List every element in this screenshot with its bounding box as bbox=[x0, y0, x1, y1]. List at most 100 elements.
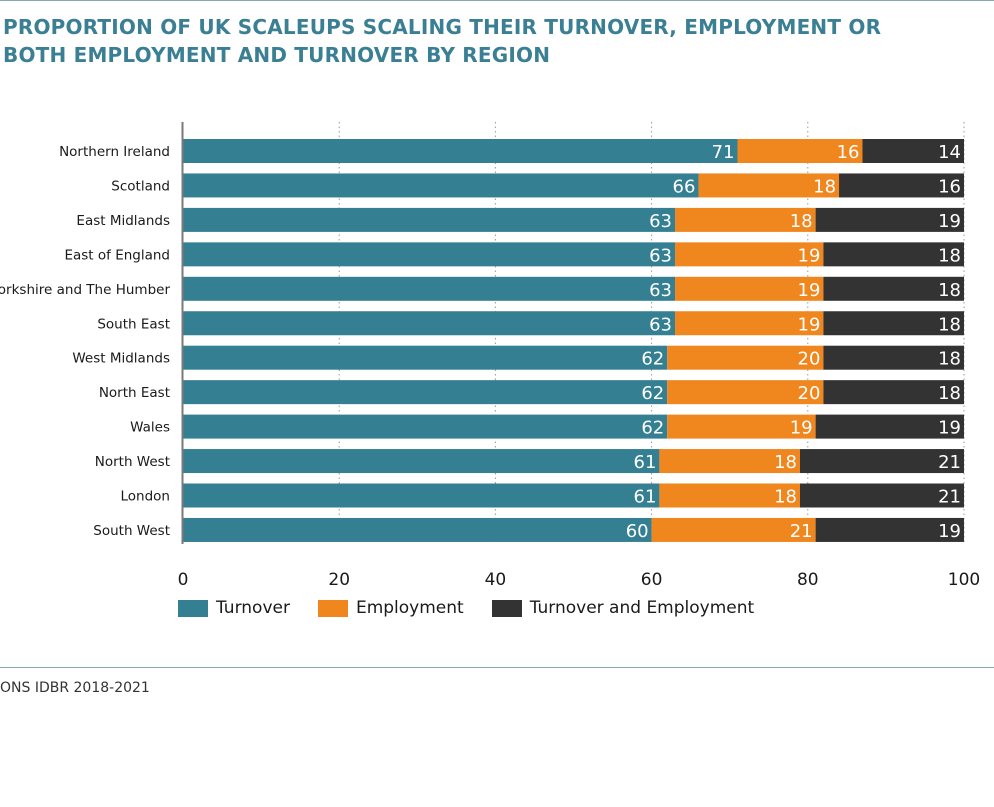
x-tick-label-80: 80 bbox=[797, 570, 819, 590]
category-label-west-midlands: West Midlands bbox=[72, 351, 170, 367]
data-label-employment-northern-ireland: 16 bbox=[837, 142, 860, 163]
chart-title: PROPORTION OF UK SCALEUPS SCALING THEIR … bbox=[3, 13, 983, 69]
data-label-employment-east-of-england: 19 bbox=[798, 245, 821, 266]
bar-turnover-and-employment-north-west bbox=[799, 449, 964, 474]
data-label-turnover-and-employment-wales: 19 bbox=[938, 418, 961, 439]
x-tick-label-40: 40 bbox=[485, 570, 507, 590]
x-tick-label-60: 60 bbox=[641, 570, 663, 590]
legend-swatch-employment bbox=[317, 599, 348, 617]
top-rule bbox=[0, 0, 994, 1]
category-label-yorkshire-and-the-humber: Yorkshire and The Humber bbox=[0, 282, 170, 298]
bar-turnover-and-employment-west-midlands bbox=[823, 345, 964, 370]
bar-employment-yorkshire-and-the-humber bbox=[675, 276, 824, 301]
category-label-london: London bbox=[121, 489, 171, 505]
category-label-north-west: North West bbox=[95, 454, 170, 470]
x-tick-label-20: 20 bbox=[328, 570, 350, 590]
category-label-east-midlands: East Midlands bbox=[76, 213, 170, 229]
bar-turnover-south-west bbox=[183, 517, 652, 542]
bar-turnover-and-employment-northern-ireland bbox=[862, 139, 964, 163]
bar-turnover-east-of-england bbox=[183, 242, 676, 267]
data-label-employment-london: 18 bbox=[774, 487, 797, 508]
bar-turnover-yorkshire-and-the-humber bbox=[183, 276, 676, 301]
bar-turnover-london bbox=[183, 483, 660, 508]
data-label-turnover-and-employment-west-midlands: 18 bbox=[938, 349, 961, 370]
source-note: ONS IDBR 2018-2021 bbox=[0, 680, 150, 696]
bar-turnover-east-midlands bbox=[183, 207, 676, 232]
bar-employment-north-east bbox=[667, 380, 824, 405]
data-label-employment-east-midlands: 18 bbox=[790, 211, 813, 232]
bar-turnover-northern-ireland bbox=[183, 139, 738, 163]
legend-item-turnover-and-employment: Turnover and Employment bbox=[491, 598, 755, 618]
bar-turnover-and-employment-scotland bbox=[839, 173, 964, 198]
data-label-turnover-wales: 62 bbox=[641, 418, 664, 439]
data-label-employment-south-west: 21 bbox=[790, 521, 813, 542]
bar-turnover-west-midlands bbox=[183, 345, 668, 370]
data-label-turnover-and-employment-north-east: 18 bbox=[938, 383, 961, 404]
data-label-employment-south-east: 19 bbox=[798, 314, 821, 335]
bar-turnover-south-east bbox=[183, 311, 676, 336]
legend-label-turnover: Turnover bbox=[216, 598, 290, 618]
data-label-employment-north-east: 20 bbox=[798, 383, 821, 404]
bar-turnover-and-employment-wales bbox=[815, 414, 964, 439]
chart-legend: Turnover Employment Turnover and Employm… bbox=[178, 596, 782, 620]
bottom-rule bbox=[0, 667, 994, 668]
data-label-employment-yorkshire-and-the-humber: 19 bbox=[798, 280, 821, 301]
bar-employment-north-west bbox=[659, 449, 800, 474]
legend-item-employment: Employment bbox=[317, 598, 464, 618]
data-label-employment-scotland: 18 bbox=[813, 176, 836, 197]
category-label-east-of-england: East of England bbox=[64, 247, 170, 263]
legend-label-employment: Employment bbox=[355, 598, 464, 618]
x-tick-label-100: 100 bbox=[948, 570, 980, 590]
bar-turnover-and-employment-east-of-england bbox=[823, 242, 964, 267]
category-label-south-west: South West bbox=[93, 523, 170, 539]
category-label-wales: Wales bbox=[130, 420, 170, 436]
bar-turnover-scotland bbox=[183, 173, 699, 198]
data-label-turnover-and-employment-south-east: 18 bbox=[938, 314, 961, 335]
category-label-northern-ireland: Northern Ireland bbox=[59, 144, 170, 160]
bar-turnover-and-employment-east-midlands bbox=[815, 207, 964, 232]
data-label-turnover-and-employment-east-midlands: 19 bbox=[938, 211, 961, 232]
legend-label-turnover-and-employment: Turnover and Employment bbox=[529, 598, 755, 618]
bar-turnover-and-employment-south-east bbox=[823, 311, 964, 336]
data-label-turnover-scotland: 66 bbox=[673, 176, 696, 197]
bar-turnover-and-employment-london bbox=[799, 483, 964, 508]
data-label-turnover-yorkshire-and-the-humber: 63 bbox=[649, 280, 672, 301]
bar-employment-east-midlands bbox=[675, 207, 816, 232]
legend-swatch-turnover bbox=[178, 599, 208, 617]
category-label-south-east: South East bbox=[97, 316, 170, 332]
data-label-employment-north-west: 18 bbox=[774, 452, 797, 473]
data-label-turnover-south-east: 63 bbox=[649, 314, 672, 335]
data-label-turnover-and-employment-london: 21 bbox=[938, 487, 961, 508]
bar-turnover-north-west bbox=[183, 449, 660, 474]
bar-employment-scotland bbox=[698, 173, 840, 198]
bar-employment-northern-ireland bbox=[737, 139, 863, 163]
bar-employment-wales bbox=[667, 414, 816, 439]
data-label-turnover-and-employment-north-west: 21 bbox=[938, 452, 961, 473]
data-label-turnover-east-of-england: 63 bbox=[649, 245, 672, 266]
data-label-turnover-london: 61 bbox=[634, 487, 657, 508]
data-label-turnover-and-employment-yorkshire-and-the-humber: 18 bbox=[938, 280, 961, 301]
chart-title-line-2: BOTH EMPLOYMENT AND TURNOVER BY REGION bbox=[3, 43, 551, 67]
bar-employment-south-west bbox=[651, 517, 816, 542]
bar-turnover-wales bbox=[183, 414, 668, 439]
data-label-turnover-northern-ireland: 71 bbox=[712, 142, 735, 163]
legend-swatch-turnover-and-employment bbox=[491, 599, 522, 617]
bar-employment-west-midlands bbox=[667, 345, 824, 370]
bar-employment-east-of-england bbox=[675, 242, 824, 267]
data-label-turnover-and-employment-south-west: 19 bbox=[938, 521, 961, 542]
category-label-scotland: Scotland bbox=[111, 178, 170, 194]
data-label-turnover-east-midlands: 63 bbox=[649, 211, 672, 232]
data-label-turnover-south-west: 60 bbox=[626, 521, 649, 542]
data-label-turnover-and-employment-northern-ireland: 14 bbox=[938, 142, 961, 163]
bar-turnover-and-employment-yorkshire-and-the-humber bbox=[823, 276, 964, 301]
data-label-turnover-north-west: 61 bbox=[634, 452, 657, 473]
data-label-turnover-and-employment-east-of-england: 18 bbox=[938, 245, 961, 266]
x-tick-label-0: 0 bbox=[178, 570, 189, 590]
data-label-turnover-and-employment-scotland: 16 bbox=[938, 176, 961, 197]
data-label-employment-wales: 19 bbox=[790, 418, 813, 439]
bar-employment-london bbox=[659, 483, 800, 508]
bar-turnover-and-employment-north-east bbox=[823, 380, 964, 405]
data-label-employment-west-midlands: 20 bbox=[798, 349, 821, 370]
data-label-turnover-west-midlands: 62 bbox=[641, 349, 664, 370]
